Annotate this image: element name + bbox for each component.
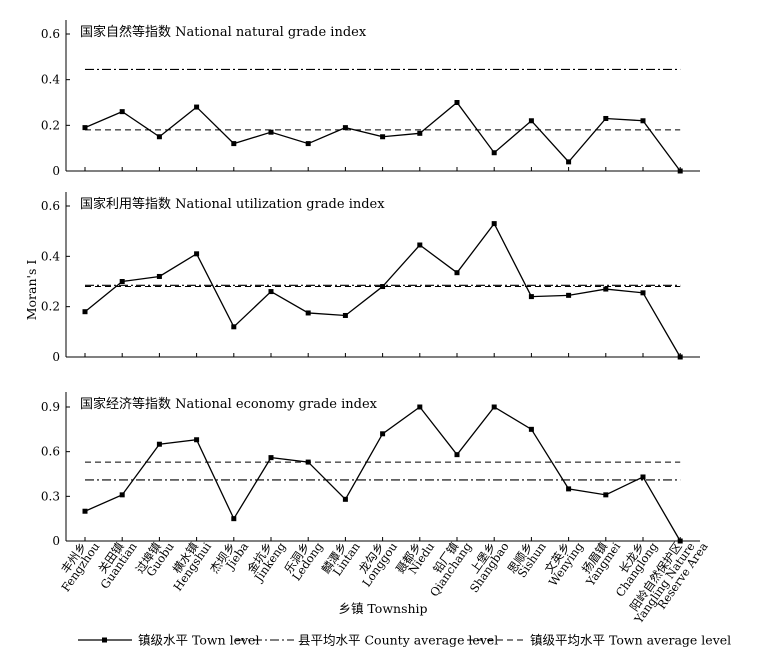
town-level-point [603, 286, 609, 292]
panel-1: 0 0.2 0.4 0.6 国家自然等指数 National natural grade… [41, 20, 700, 178]
town-level-point [417, 242, 423, 248]
town-level-point [231, 141, 237, 147]
y-tick-label: 0.6 [41, 199, 60, 213]
town-level-point [417, 404, 423, 410]
town-level-point [417, 130, 423, 136]
town-level-line [84, 222, 681, 358]
town-level-point [380, 284, 386, 290]
town-level-point [454, 270, 460, 276]
town-level-point [305, 141, 311, 147]
town-level-point [82, 508, 88, 514]
town-level-point [231, 516, 237, 522]
legend: 镇级水平 Town level 县平均水平 County average leve… [78, 633, 731, 648]
town-level-point [454, 100, 460, 105]
town-level-point [640, 474, 646, 480]
town-level-point [380, 431, 386, 437]
town-level-line [84, 406, 681, 542]
town-level-point [119, 109, 125, 115]
town-level-point [342, 312, 348, 318]
y-tick-label: 0 [52, 350, 60, 364]
town-level-point [380, 134, 386, 140]
town-level-point [566, 159, 572, 165]
town-level-point [342, 496, 348, 502]
town-level-point [156, 273, 162, 279]
y-axis-label: Moran's I [24, 260, 39, 321]
town-level-point [566, 486, 572, 492]
y-tick-label: 0.2 [41, 118, 60, 132]
chart-panels: 0 0.2 0.4 0.6 国家自然等指数 National natural grade… [41, 20, 700, 548]
town-level-point [194, 437, 200, 443]
town-level-point [677, 168, 683, 174]
town-level-point [194, 251, 200, 257]
y-tick-label: 0.4 [41, 73, 60, 87]
town-level-point [603, 115, 609, 121]
town-level-point [82, 125, 88, 131]
town-level-point [491, 150, 497, 156]
town-level-point [156, 441, 162, 447]
y-tick-label: 0.9 [41, 400, 60, 414]
panel-3: 0 0.3 0.6 0.9 国家经济等指数 National economy grade… [41, 392, 700, 548]
town-level-point [528, 426, 534, 432]
town-level-point [528, 294, 534, 300]
panel-2: 0 0.2 0.4 0.6 国家利用等指数 National utilization g… [41, 192, 700, 364]
y-tick-label: 0.6 [41, 445, 60, 459]
town-level-point [268, 455, 274, 461]
town-level-point [268, 289, 274, 295]
town-level-point [268, 129, 274, 135]
y-tick-label: 0 [52, 534, 60, 548]
town-level-point [119, 492, 125, 498]
town-level-point [677, 538, 683, 544]
town-level-point [491, 221, 497, 227]
town-level-point [194, 104, 200, 110]
town-level-point [119, 279, 125, 284]
legend-town-label: 镇级水平 Town level [138, 633, 259, 648]
y-tick-label: 0.6 [41, 27, 60, 41]
town-level-point [305, 459, 311, 465]
y-tick-label: 0.3 [41, 489, 60, 503]
town-level-point [342, 125, 348, 131]
town-level-point [640, 118, 646, 124]
town-level-point [640, 290, 646, 296]
legend-townavg-label: 镇级平均水平 Town average level [530, 633, 731, 648]
panel-title: 国家经济等指数 National economy grade index [80, 396, 378, 412]
y-tick-label: 0.4 [41, 249, 60, 263]
y-tick-label: 0.2 [41, 300, 60, 314]
x-axis-label: 乡镇 Township [338, 601, 427, 616]
legend-town-marker [102, 637, 107, 643]
town-level-point [231, 324, 237, 330]
panel-title: 国家自然等指数 National natural grade index [80, 24, 367, 40]
town-level-point [454, 452, 460, 458]
legend-county-label: 县平均水平 County average level [298, 633, 498, 648]
town-level-point [677, 354, 683, 360]
town-level-point [82, 309, 88, 315]
town-level-point [528, 118, 534, 124]
town-level-point [305, 310, 311, 316]
panel-title: 国家利用等指数 National utilization grade index [80, 196, 385, 212]
town-level-point [156, 134, 162, 140]
y-tick-label: 0 [52, 164, 60, 178]
town-level-point [566, 292, 572, 298]
town-level-point [603, 492, 609, 498]
town-level-point [491, 404, 497, 410]
